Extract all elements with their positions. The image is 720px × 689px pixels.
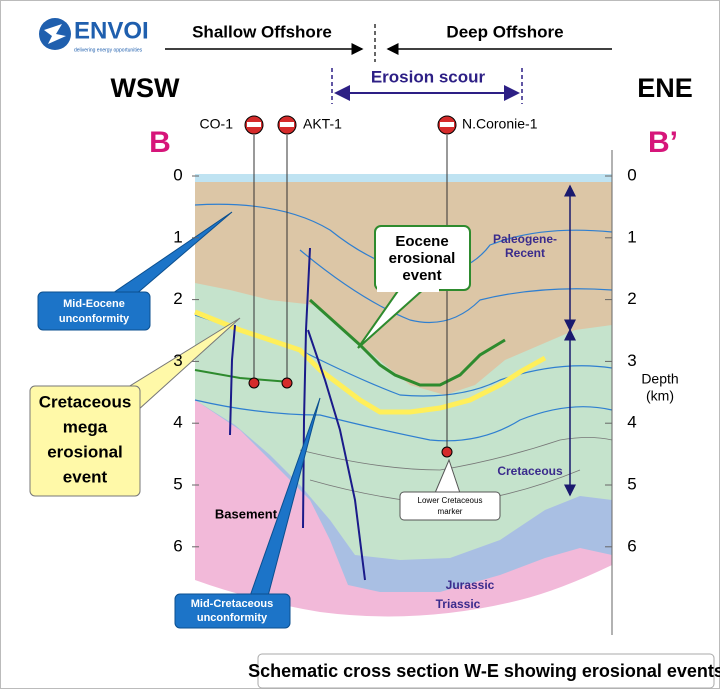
depth-tick-label: 6 [173,536,182,555]
callout-text: unconformity [59,313,130,325]
callout-text: unconformity [197,612,268,624]
well-name: CO-1 [200,116,234,132]
callout-shapes [29,211,715,689]
callout-text: Cretaceous [39,392,132,411]
callout-text: Lower Cretaceous [418,496,483,505]
logo-text: ENVOI [74,17,149,44]
depth-unit: (km) [646,388,674,404]
caption: Schematic cross section W-E showing eros… [248,661,720,681]
layers [194,174,613,617]
well-name: N.Coronie-1 [462,116,538,132]
callout-text: marker [438,507,463,516]
unit-label: Jurassic [446,578,495,592]
unit-label: Cretaceous [497,464,563,478]
callout-text: event [402,267,441,284]
depth-tick-label: 5 [173,474,182,493]
section-start: B [149,126,171,159]
west-label: WSW [111,73,180,103]
callout-text: Mid-Eocene [63,298,125,310]
depth-tick-label: 1 [627,227,636,246]
deep-label: Deep Offshore [446,22,563,41]
unit-label: Paleogene- [493,232,557,246]
shallow-label: Shallow Offshore [192,22,332,41]
depth-tick-label: 6 [627,536,636,555]
section-end: B’ [648,126,678,159]
wells [244,115,457,458]
unit-label: Recent [505,246,545,260]
depth-tick-label: 2 [627,289,636,308]
callout-text: mega [63,417,108,436]
scour-label: Erosion scour [371,67,486,86]
depth-tick-label: 4 [627,413,636,432]
well-name: AKT-1 [303,116,342,132]
callout-text: Mid-Cretaceous [191,598,274,610]
depth-tick-label: 0 [173,165,182,184]
east-label: ENE [637,73,693,103]
depth-tick-label: 3 [627,351,636,370]
depth-tick-label: 5 [627,474,636,493]
logo: ENVOI delivering energy opportunities [39,17,149,53]
depth-label: Depth [641,371,678,387]
unit-label: Triassic [436,597,481,611]
depth-tick-label: 4 [173,413,182,432]
callout-text: event [63,467,108,486]
logo-tagline: delivering energy opportunities [74,47,143,53]
depth-tick-label: 1 [173,227,182,246]
unit-label: Basement [215,506,278,521]
depth-tick-label: 2 [173,289,182,308]
callout-text: erosional [389,250,456,267]
depth-tick-label: 0 [627,165,636,184]
callout-text: Eocene [395,233,448,250]
depth-tick-label: 3 [173,351,182,370]
callout-text: erosional [47,442,123,461]
